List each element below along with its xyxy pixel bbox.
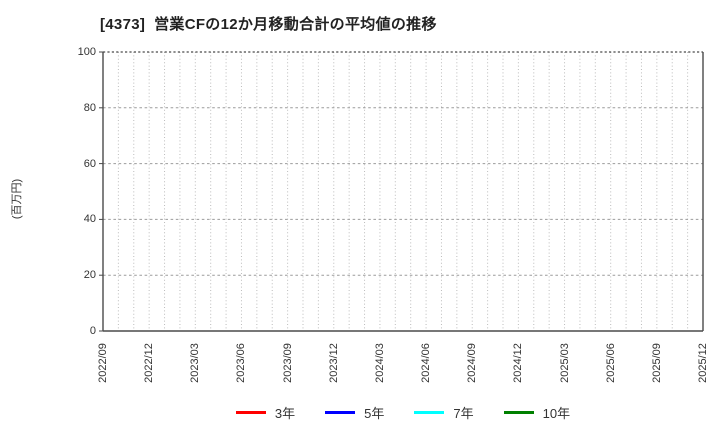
legend-item: 5年 [325,403,384,422]
x-axis-tick-label: 2025/12 [697,343,709,383]
legend-line-swatch [235,410,266,414]
y-axis-tick-label: 80 [83,101,96,114]
chart-legend: 3年 5年 7年 10年 [103,400,703,424]
chart-title: [4373] 営業CFの12か月移動合計の平均値の推移 [100,16,437,33]
y-axis-tick-label: 40 [83,213,96,226]
legend-label: 5年 [364,405,385,421]
legend-label: 10年 [542,405,571,421]
y-axis-tick-label: 20 [83,269,96,282]
legend-item: 10年 [503,403,571,422]
legend-line-swatch [414,410,445,414]
legend-line-swatch [325,410,356,414]
y-axis-tick-label: 100 [77,46,96,58]
plot-area [103,52,703,331]
legend-label: 7年 [453,405,474,421]
legend-line-swatch [503,410,534,414]
x-axis-tick-label: 2025/06 [604,343,617,383]
x-axis-tick-label: 2022/12 [143,343,156,383]
x-axis-tick-label: 2023/09 [281,343,294,383]
x-axis-tick-label: 2024/09 [466,343,479,383]
x-axis-tick-label: 2022/09 [97,343,109,383]
x-axis-tick-label: 2024/03 [373,343,386,383]
legend-item: 3年 [235,403,296,422]
x-axis-tick-label: 2023/03 [189,343,202,383]
x-axis-tick-label: 2025/09 [650,343,663,383]
y-axis-tick-label: 0 [89,325,96,337]
x-axis-tick-label: 2024/06 [420,343,433,383]
x-axis-tick-label: 2025/03 [558,343,571,383]
x-axis-tick-label: 2023/06 [235,343,248,383]
x-axis-tick-label: 2024/12 [512,343,525,383]
legend-item: 7年 [414,403,474,422]
legend-label: 3年 [274,405,296,421]
y-axis-tick-label: 60 [83,157,96,170]
x-axis-tick-label: 2023/12 [327,343,340,383]
